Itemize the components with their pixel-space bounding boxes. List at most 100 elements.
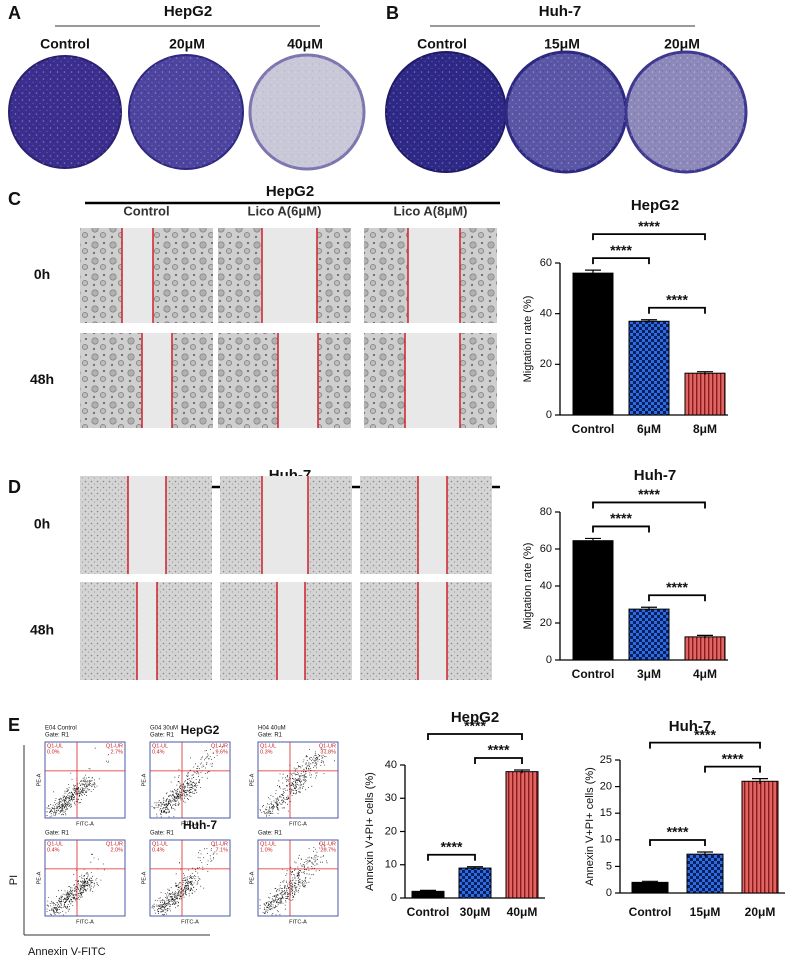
plot-caption: Gate: R1 <box>150 733 175 739</box>
significance-label: **** <box>638 486 660 502</box>
y-tick-label: 0 <box>391 892 397 904</box>
error-bar <box>641 319 657 323</box>
x-tick-label: 20μM <box>745 905 776 919</box>
panel-label: B <box>386 3 399 23</box>
significance-bracket <box>704 765 761 773</box>
significance-bracket <box>648 306 706 314</box>
scratch-gap <box>262 476 308 574</box>
scratch-gap <box>122 228 153 323</box>
y-tick-label: 15 <box>600 807 612 819</box>
y-tick-label: 5 <box>606 860 612 872</box>
error-bar <box>752 778 768 784</box>
column-label: Control <box>40 36 90 52</box>
scratch-gap <box>405 333 460 428</box>
quadrant-name: Q1-UR <box>319 841 336 847</box>
micrograph <box>220 476 352 574</box>
column-label: Control <box>417 36 467 52</box>
y-tick-label: 40 <box>540 308 552 320</box>
significance-label: **** <box>694 726 716 742</box>
error-bar <box>420 889 436 893</box>
micrograph <box>80 476 212 574</box>
row-label: 0h <box>34 266 50 282</box>
channel-label: PE-A <box>36 773 42 786</box>
quadrant-name: Q1-UL <box>152 841 168 847</box>
flow-plot: Gate: R1 Q1-UL0.4% Q1-UR7.1% PE-A FITC-A <box>141 831 231 925</box>
y-tick-label: 30 <box>385 792 397 804</box>
y-tick-label: 10 <box>385 859 397 871</box>
channel-label: FITC-A <box>289 919 307 925</box>
plot-caption: Gate: R1 <box>258 733 283 739</box>
x-tick-label: Control <box>572 422 615 436</box>
significance-label: **** <box>610 510 632 526</box>
x-tick-label: 4μM <box>693 667 717 681</box>
scratch-gap <box>418 476 447 574</box>
micrograph <box>218 228 351 323</box>
bar <box>684 636 726 661</box>
significance-bracket <box>648 594 706 602</box>
y-tick-label: 0 <box>546 409 552 421</box>
quadrant-value: 0.4% <box>152 847 165 853</box>
quadrant-value: 0.3% <box>260 749 273 755</box>
significance-bracket <box>592 525 650 533</box>
plot-caption: H04 40uM <box>258 726 286 732</box>
quadrant-name: Q1-UR <box>106 841 123 847</box>
column-label: Lico A(8μM) <box>394 203 468 218</box>
bar <box>458 867 492 899</box>
chart-title: Huh-7 <box>669 718 712 735</box>
x-tick-label: 8μM <box>693 422 717 436</box>
quadrant-value: 20.7% <box>320 847 336 853</box>
quadrant-value: 9.6% <box>215 749 228 755</box>
panel-label: E <box>8 715 20 735</box>
scratch-gap <box>262 228 317 323</box>
bar <box>684 372 726 416</box>
plot-frame <box>44 839 126 917</box>
y-tick-label: 20 <box>385 825 397 837</box>
scratch-gap <box>128 476 166 574</box>
scratch-gap <box>408 228 460 323</box>
plot-caption: G04 30uM <box>150 726 178 732</box>
error-bar <box>697 851 713 857</box>
significance-label: **** <box>441 838 463 854</box>
event-cloud <box>259 748 335 817</box>
row-title: Huh-7 <box>183 818 217 832</box>
quadrant-value: 0.4% <box>47 847 60 853</box>
bar <box>572 540 614 661</box>
y-tick-label: 60 <box>540 543 552 555</box>
quadrant-value: 0.4% <box>152 749 165 755</box>
channel-label: FITC-A <box>181 821 199 827</box>
quadrant-value: 2.7% <box>110 749 123 755</box>
y-tick-label: 40 <box>540 580 552 592</box>
significance-bracket <box>649 741 761 749</box>
scratch-gap <box>278 333 318 428</box>
significance-label: **** <box>610 242 632 258</box>
micrograph <box>360 476 492 574</box>
channel-label: PE-A <box>249 871 255 884</box>
channel-label: PE-A <box>141 871 147 884</box>
x-tick-label: Control <box>629 905 672 919</box>
bar <box>631 881 669 894</box>
error-bar <box>641 606 657 611</box>
y-tick-label: 0 <box>546 654 552 666</box>
y-tick-label: 20 <box>600 781 612 793</box>
column-label: 20μM <box>169 36 205 52</box>
plot-frame <box>149 839 231 917</box>
micrograph <box>220 582 352 680</box>
outer-y-label: PI <box>8 875 20 885</box>
plot-caption: E04 Control <box>45 726 77 732</box>
scratch-gap <box>142 333 172 428</box>
micrograph <box>80 333 213 428</box>
micrograph <box>364 228 497 323</box>
column-label: 15μM <box>544 36 580 52</box>
significance-bracket <box>592 501 706 509</box>
chart-title: HepG2 <box>631 197 679 214</box>
micrograph <box>360 582 492 680</box>
panel-label: D <box>8 477 21 497</box>
y-axis-label: Migtation rate (%) <box>522 296 534 383</box>
y-tick-label: 20 <box>540 358 552 370</box>
column-label: 40μM <box>287 36 323 52</box>
y-tick-label: 10 <box>600 834 612 846</box>
quadrant-name: Q1-UL <box>152 743 168 749</box>
channel-label: FITC-A <box>181 919 199 925</box>
